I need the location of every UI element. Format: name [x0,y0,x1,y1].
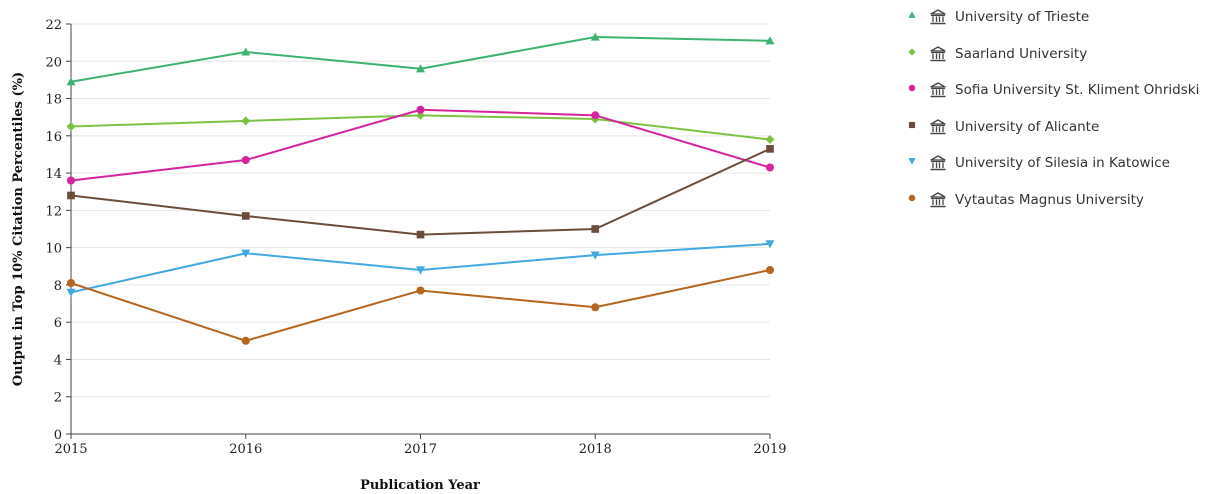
series-line [70,36,771,83]
legend-label: Sofia University St. Kliment Ohridski [955,82,1200,98]
data-point [765,36,775,45]
legend-marker [908,194,916,201]
legend-item[interactable]: University of Alicante [905,118,1199,155]
series-line [70,108,771,182]
data-point [591,225,600,233]
data-point [241,212,250,220]
legend-marker-shape [908,11,916,18]
legend-marker-shape [908,158,916,165]
series-line [70,269,771,342]
legend-marker [908,158,916,165]
y-tick-label: 16 [45,130,62,145]
data-point [765,163,775,172]
legend-marker [908,11,916,18]
data-point [241,155,250,165]
data-point [591,111,600,120]
data-point [590,32,600,41]
series-3 [66,105,775,185]
legend-label: University of Alicante [955,118,1100,135]
legend-item[interactable]: Sofia University St. Kliment Ohridski [905,81,1199,118]
y-tick-label: 10 [45,242,62,257]
data-point [416,286,425,295]
legend-item[interactable]: University of Trieste [905,8,1199,45]
institution-icon [930,9,946,25]
y-tick-label: 0 [54,428,62,443]
series-lines [66,32,775,345]
y-tick-label: 6 [54,316,62,331]
series-4 [67,145,774,239]
x-tick-label: 2016 [229,442,262,457]
y-tick-label: 12 [45,204,62,219]
legend-marker-shape [908,84,916,92]
y-axis-title: Output in Top 10% Citation Percentiles (… [11,72,26,386]
data-point [765,265,775,275]
legend-marker [908,121,916,128]
data-point [766,145,774,153]
legend-item[interactable]: University of Silesia in Katowice [905,154,1199,191]
institution-icon [930,155,946,171]
y-tick-label: 4 [54,353,62,368]
data-point [241,47,251,56]
x-tick-label: 2017 [404,442,437,457]
y-tick-label: 20 [45,55,62,70]
data-point [66,77,76,86]
x-tick-label: 2018 [579,442,612,457]
legend-label: Vytautas Magnus University [955,191,1144,208]
institution-icon [930,45,946,61]
legend-marker [908,47,916,56]
legend-marker-shape [908,194,916,201]
data-point [765,135,775,145]
data-point [66,278,76,288]
legend-label: University of Trieste [955,9,1090,25]
axes: 0 2 4 6 8 10 12 14 16 18 20 22 2015 2016 2017 2018 2019 [45,18,786,457]
y-tick-label: 18 [45,93,62,108]
chart-legend: University of Trieste Saarland University… [905,8,1199,227]
legend-item[interactable]: Saarland University [905,45,1199,82]
legend-label: Saarland University [955,45,1088,62]
y-tick-label: 22 [45,18,62,33]
data-point [590,251,600,260]
series-line [70,147,771,236]
legend-label: University of Silesia in Katowice [955,155,1170,171]
data-point [416,266,425,275]
y-tick-label: 14 [45,167,62,182]
gridlines [71,23,770,398]
legend-marker-shape [908,121,916,128]
data-point [765,240,775,249]
x-axis-title: Publication Year [360,478,480,493]
institution-icon [930,118,946,134]
data-point [66,288,76,297]
data-point [241,116,251,126]
data-point [591,303,600,312]
data-point [241,249,251,258]
data-point [416,64,425,73]
legend-marker [908,84,916,92]
data-point [416,230,425,239]
data-point [416,105,425,114]
institution-icon [930,82,946,98]
y-tick-label: 2 [54,391,62,406]
y-tick-label: 8 [54,279,62,294]
data-point [66,122,76,131]
data-point [241,336,250,345]
series-6 [66,265,775,345]
data-point [67,191,75,200]
series-1 [66,32,775,86]
x-tick-label: 2015 [54,442,87,457]
x-tick-label: 2019 [753,442,786,457]
legend-item[interactable]: Vytautas Magnus University [905,191,1199,228]
series-2 [66,110,775,145]
series-5 [66,240,775,297]
legend-marker-shape [908,47,916,56]
data-point [66,176,76,185]
institution-icon [930,191,946,207]
